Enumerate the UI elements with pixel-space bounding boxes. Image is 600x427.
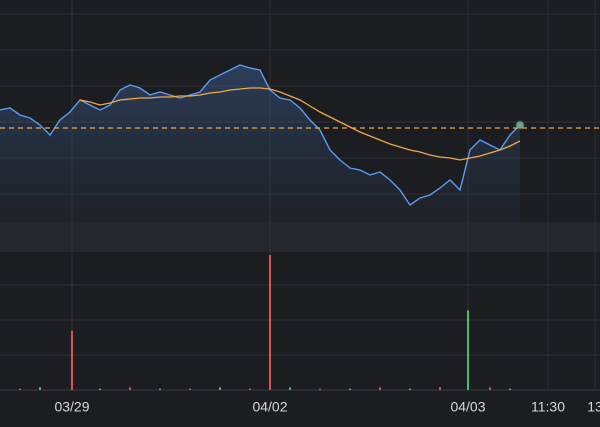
volume-bar xyxy=(489,387,491,390)
volume-bar xyxy=(439,387,441,390)
x-tick-label: 04/02 xyxy=(252,399,287,415)
x-tick-label: 04/03 xyxy=(450,399,485,415)
volume-bar xyxy=(289,387,291,390)
volume-bar xyxy=(409,388,411,390)
volume-bar xyxy=(189,388,191,390)
x-tick-label: 13 xyxy=(587,399,600,415)
volume-bar xyxy=(159,388,161,390)
panel-divider xyxy=(0,222,600,252)
volume-bar xyxy=(249,388,251,390)
volume-bar xyxy=(129,387,131,390)
volume-bar xyxy=(379,387,381,390)
volume-bar xyxy=(19,388,21,390)
price-area xyxy=(0,65,520,222)
volume-bar xyxy=(509,388,511,390)
volume-bar xyxy=(71,330,73,390)
volume-bar xyxy=(467,310,469,390)
last-price-dot xyxy=(515,120,525,130)
price-line xyxy=(0,64,521,206)
volume-bar xyxy=(269,255,271,390)
average-line xyxy=(79,87,521,161)
volume-bar xyxy=(219,387,221,390)
volume-bar xyxy=(99,388,101,390)
volume-bar xyxy=(319,388,321,390)
volume-bar xyxy=(39,387,41,390)
x-tick-label: 11:30 xyxy=(531,399,565,415)
volume-bar xyxy=(349,388,351,390)
x-tick-label: 03/29 xyxy=(54,399,89,415)
